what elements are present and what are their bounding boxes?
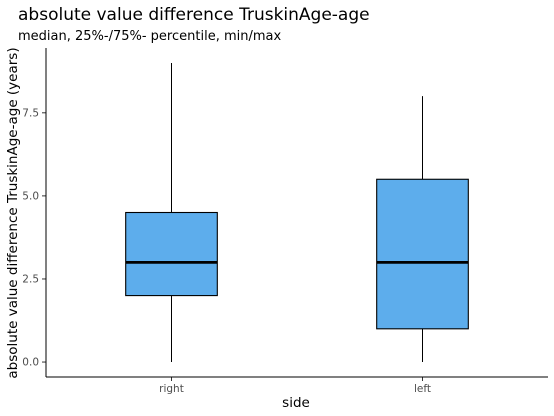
y-tick-label: 7.5 <box>22 107 39 119</box>
chart-title: absolute value difference TruskinAge-age <box>18 5 370 25</box>
box-right <box>125 62 218 363</box>
box-plot-series <box>125 62 469 363</box>
x-axis-ticks: right left <box>159 377 431 395</box>
y-tick-label: 2.5 <box>22 273 39 285</box>
box-left <box>376 96 469 363</box>
x-axis-title: side <box>282 395 310 411</box>
y-tick-label: 5.0 <box>22 190 39 202</box>
iqr-box <box>125 211 218 297</box>
y-axis-ticks: 0.0 2.5 5.0 7.5 <box>22 107 46 369</box>
y-tick-label: 0.0 <box>22 357 39 369</box>
iqr-box <box>376 178 469 330</box>
chart-subtitle: median, 25%-/75%- percentile, min/max <box>18 29 281 44</box>
x-tick-label: right <box>159 383 184 395</box>
y-axis-title: absolute value difference TruskinAge-age… <box>5 47 21 378</box>
x-tick-label: left <box>414 383 431 395</box>
